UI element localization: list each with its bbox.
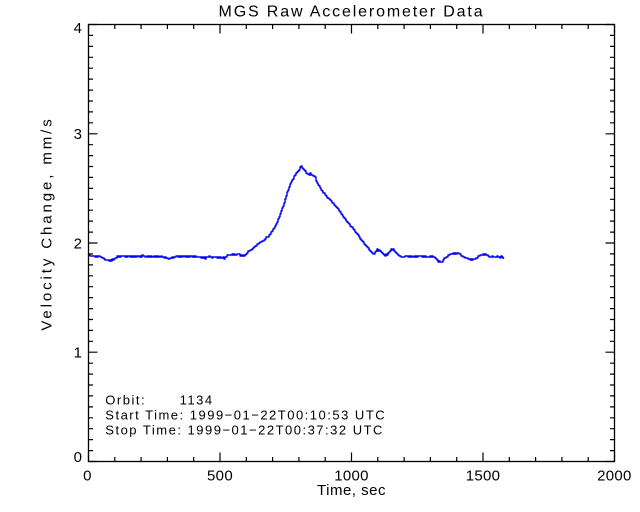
svg-text:Orbit:: Orbit:: [105, 393, 146, 408]
svg-text:1000: 1000: [334, 468, 369, 485]
svg-text:Start Time: 1999−01−22T00:10:5: Start Time: 1999−01−22T00:10:53 UTC: [105, 407, 386, 422]
svg-text:MGS Raw Accelerometer Data: MGS Raw Accelerometer Data: [219, 4, 485, 21]
svg-text:Time, sec: Time, sec: [317, 482, 386, 499]
svg-text:0: 0: [83, 468, 92, 485]
svg-text:3: 3: [74, 126, 82, 143]
svg-text:Velocity Change, mm/s: Velocity Change, mm/s: [39, 116, 56, 330]
svg-text:500: 500: [207, 468, 233, 485]
svg-text:2: 2: [74, 235, 82, 252]
svg-text:0: 0: [74, 449, 82, 466]
svg-text:1500: 1500: [466, 468, 501, 485]
svg-text:1134: 1134: [180, 393, 214, 408]
svg-text:1: 1: [74, 345, 82, 362]
svg-text:2000: 2000: [597, 468, 632, 485]
svg-text:Stop Time: 1999−01−22T00:37:32: Stop Time: 1999−01−22T00:37:32 UTC: [105, 423, 384, 438]
svg-text:4: 4: [74, 20, 82, 37]
